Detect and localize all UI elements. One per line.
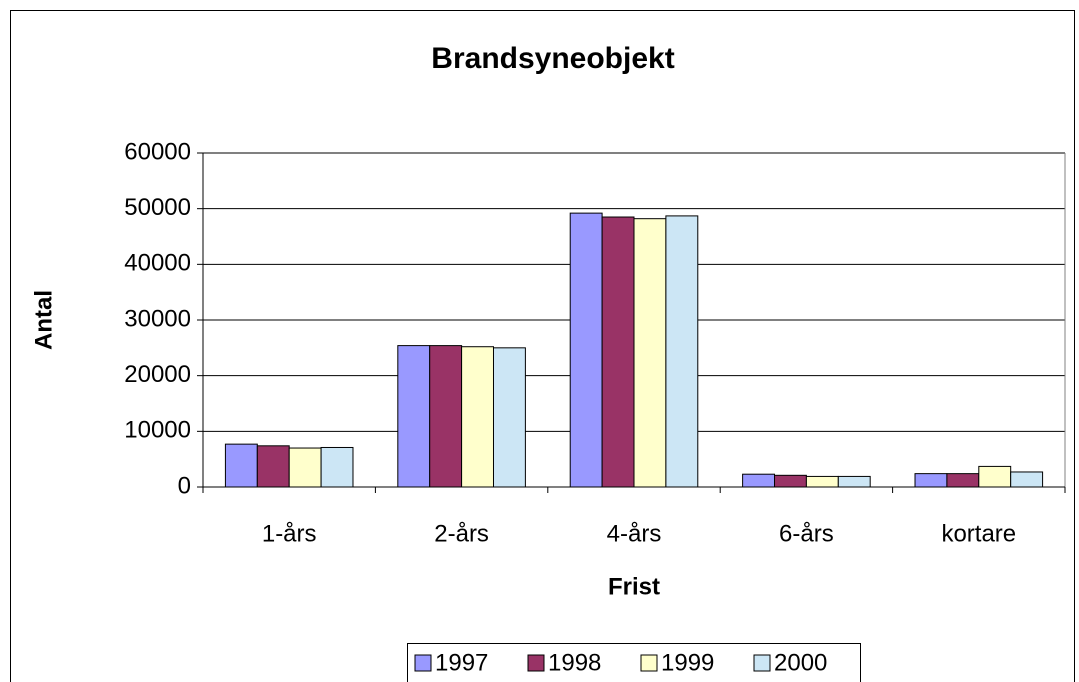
bar — [774, 474, 807, 488]
legend-swatch — [753, 654, 771, 672]
bar — [320, 446, 354, 488]
bar — [224, 443, 258, 488]
bar — [288, 447, 322, 488]
y-axis-label: Antal — [30, 290, 57, 350]
bar — [837, 475, 871, 488]
bar — [946, 473, 980, 488]
bar — [256, 445, 290, 488]
y-tick-label: 30000 — [124, 305, 191, 332]
legend-box — [407, 643, 861, 682]
legend-label: 1997 — [435, 649, 488, 676]
legend-swatch — [414, 654, 432, 672]
legend-label: 1998 — [548, 649, 601, 676]
legend-swatch — [527, 654, 545, 672]
chart-title: Brandsyneobjekt — [431, 42, 674, 75]
x-axis-label: Frist — [608, 573, 660, 600]
bar — [665, 215, 699, 488]
x-tick-label: 2-års — [434, 520, 489, 547]
bar — [805, 475, 839, 488]
bar — [397, 345, 431, 488]
bar — [1010, 471, 1044, 488]
chart-frame — [10, 10, 1075, 682]
bar — [633, 218, 667, 488]
bar — [429, 345, 463, 488]
y-tick-label: 10000 — [124, 417, 191, 444]
y-tick-label: 0 — [178, 472, 191, 499]
bar — [569, 212, 603, 488]
legend-label: 2000 — [774, 649, 827, 676]
x-tick-label: kortare — [941, 520, 1016, 547]
y-tick-label: 20000 — [124, 361, 191, 388]
x-tick-label: 6-års — [779, 520, 834, 547]
y-tick-label: 50000 — [124, 194, 191, 221]
bar — [492, 347, 526, 488]
x-tick-label: 1-års — [262, 520, 317, 547]
x-tick-label: 4-års — [607, 520, 662, 547]
bar — [914, 473, 948, 488]
legend-label: 1999 — [661, 649, 714, 676]
y-tick-label: 60000 — [124, 138, 191, 165]
y-tick-label: 40000 — [124, 250, 191, 277]
bar — [978, 465, 1012, 488]
bar — [742, 473, 776, 488]
bar — [601, 216, 635, 488]
legend-swatch — [640, 654, 658, 672]
bar — [461, 346, 494, 488]
